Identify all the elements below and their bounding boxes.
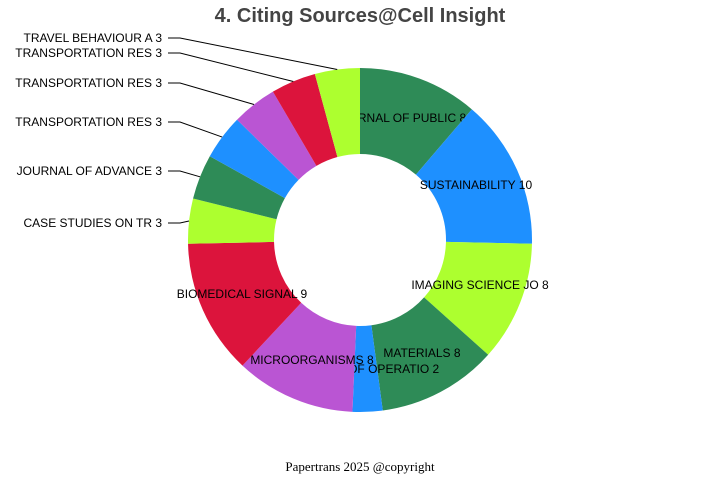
slice-label: MATERIALS 8 <box>383 346 460 360</box>
slice-label: TRANSPORTATION RES 3 <box>15 115 162 129</box>
leader-line <box>168 121 223 138</box>
donut-slice <box>188 241 302 366</box>
slice-label: JOURNAL OF PUBLIC 8 <box>334 111 467 125</box>
slice-label: SUSTAINABILITY 10 <box>420 178 533 192</box>
donut-slice <box>188 198 277 244</box>
donut-slice <box>352 325 383 412</box>
donut-slice <box>237 91 317 180</box>
leader-line <box>168 220 190 224</box>
donut-slice <box>209 119 299 199</box>
donut-slice <box>193 156 285 220</box>
donut-slice <box>424 241 532 355</box>
slice-label: CASE STUDIES ON TR 3 <box>24 216 163 230</box>
leader-line <box>168 52 294 82</box>
footer-copyright: Papertrans 2025 @copyright <box>285 459 435 474</box>
slice-label: BIOMEDICAL SIGNAL 9 <box>177 287 308 301</box>
donut-slice <box>371 297 489 411</box>
slice-label: IMAGING SCIENCE JO 8 <box>411 278 549 292</box>
slice-label: TRANSPORTATION RES 3 <box>15 76 162 90</box>
donut-slice <box>360 68 472 175</box>
donut-slice <box>242 302 357 412</box>
slice-label: TRAVEL BEHAVIOUR A 3 <box>24 31 163 45</box>
leader-line <box>168 37 338 71</box>
slice-label: TRANSPORTATION RES 3 <box>15 46 162 60</box>
donut-slice <box>314 68 360 158</box>
chart-title: 4. Citing Sources@Cell Insight <box>214 5 506 27</box>
slice-label: JOURNAL OF ADVANCE 3 <box>17 164 163 178</box>
slice-label: MICROORGANISMS 8 <box>250 353 374 367</box>
donut-slice <box>272 74 338 166</box>
leader-line <box>168 82 255 105</box>
leader-line <box>168 170 201 178</box>
donut-slice <box>415 109 532 244</box>
